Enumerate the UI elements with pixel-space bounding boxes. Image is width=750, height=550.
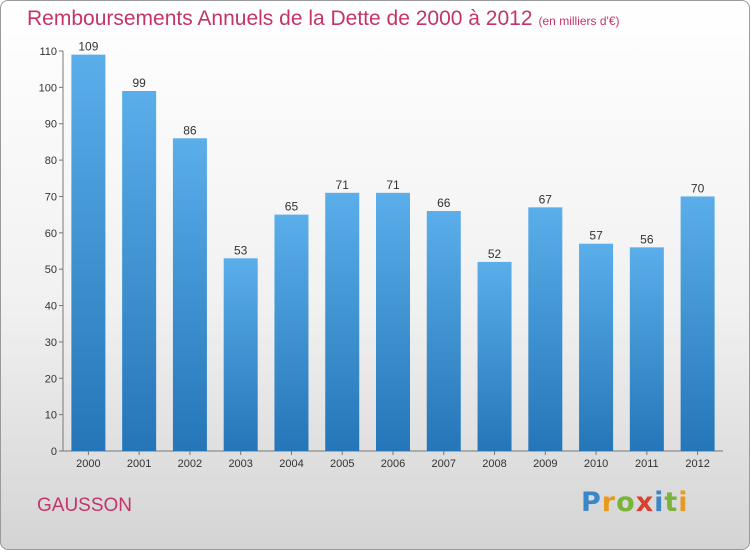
bar-2007 — [426, 211, 461, 451]
x-tick-label: 2000 — [76, 458, 100, 470]
bar-value-label: 65 — [285, 200, 299, 214]
logo-letter: i — [654, 487, 665, 518]
logo-letter: r — [601, 487, 617, 518]
chart-title-text: Remboursements Annuels de la Dette de 20… — [27, 7, 533, 30]
bar-2000 — [71, 54, 106, 452]
bar-2004 — [274, 214, 309, 451]
bar-value-label: 56 — [640, 232, 654, 246]
bar-2003 — [223, 258, 258, 451]
bar-value-label: 71 — [386, 178, 400, 192]
proxiti-logo: Proxiti — [581, 487, 689, 518]
bar-value-label: 66 — [437, 196, 451, 210]
bar-value-label: 86 — [183, 123, 197, 137]
x-tick-label: 2003 — [228, 458, 252, 470]
logo-letter: P — [581, 487, 602, 518]
y-tick-label: 50 — [45, 264, 57, 276]
bar-value-label: 71 — [336, 178, 350, 192]
bar-2012 — [680, 196, 715, 451]
x-tick-label: 2012 — [685, 458, 709, 470]
bar-value-label: 52 — [488, 247, 502, 261]
y-tick-label: 70 — [45, 191, 57, 203]
chart-bars: 109 99 86 53 65 71 71 66 52 67 57 56 70 — [71, 40, 715, 452]
x-tick-label: 2007 — [432, 458, 456, 470]
bar-value-label: 99 — [132, 76, 146, 90]
x-tick-label: 2011 — [635, 458, 659, 470]
x-tick-label: 2006 — [381, 458, 405, 470]
bar-value-label: 70 — [691, 181, 705, 195]
y-tick-label: 30 — [45, 337, 57, 349]
bar-2011 — [629, 247, 664, 451]
chart-title: Remboursements Annuels de la Dette de 20… — [27, 7, 620, 31]
y-tick-label: 80 — [45, 155, 57, 167]
x-tick-label: 2004 — [279, 458, 303, 470]
x-tick-label: 2001 — [127, 458, 151, 470]
y-tick-label: 60 — [45, 228, 57, 240]
commune-name: GAUSSON — [37, 495, 133, 516]
bar-value-label: 109 — [78, 40, 98, 54]
bar-2002 — [172, 138, 207, 452]
bar-2005 — [325, 192, 360, 451]
y-tick-label: 0 — [51, 446, 57, 458]
bar-2008 — [477, 261, 512, 451]
x-tick-label: 2008 — [482, 458, 506, 470]
bar-value-label: 57 — [589, 229, 603, 243]
bar-2001 — [122, 91, 157, 451]
x-tick-label: 2009 — [533, 458, 557, 470]
x-tick-label: 2005 — [330, 458, 354, 470]
y-tick-label: 90 — [45, 119, 57, 131]
bar-value-label: 67 — [539, 192, 553, 206]
logo-letter: i — [678, 487, 689, 518]
y-tick-label: 20 — [45, 373, 57, 385]
y-tick-label: 40 — [45, 301, 57, 313]
y-tick-label: 100 — [39, 82, 57, 94]
x-tick-label: 2010 — [584, 458, 608, 470]
logo-letter: o — [616, 487, 636, 518]
logo-letter: x — [635, 487, 655, 518]
bar-2010 — [579, 243, 614, 451]
chart-subtitle: (en milliers d'€) — [538, 14, 620, 28]
x-tick-label: 2002 — [178, 458, 202, 470]
y-tick-label: 10 — [45, 410, 57, 422]
logo-letter: t — [664, 487, 679, 518]
bar-2006 — [376, 192, 410, 451]
bar-2009 — [528, 207, 563, 451]
y-tick-label: 110 — [39, 46, 57, 58]
bar-value-label: 53 — [234, 243, 248, 257]
